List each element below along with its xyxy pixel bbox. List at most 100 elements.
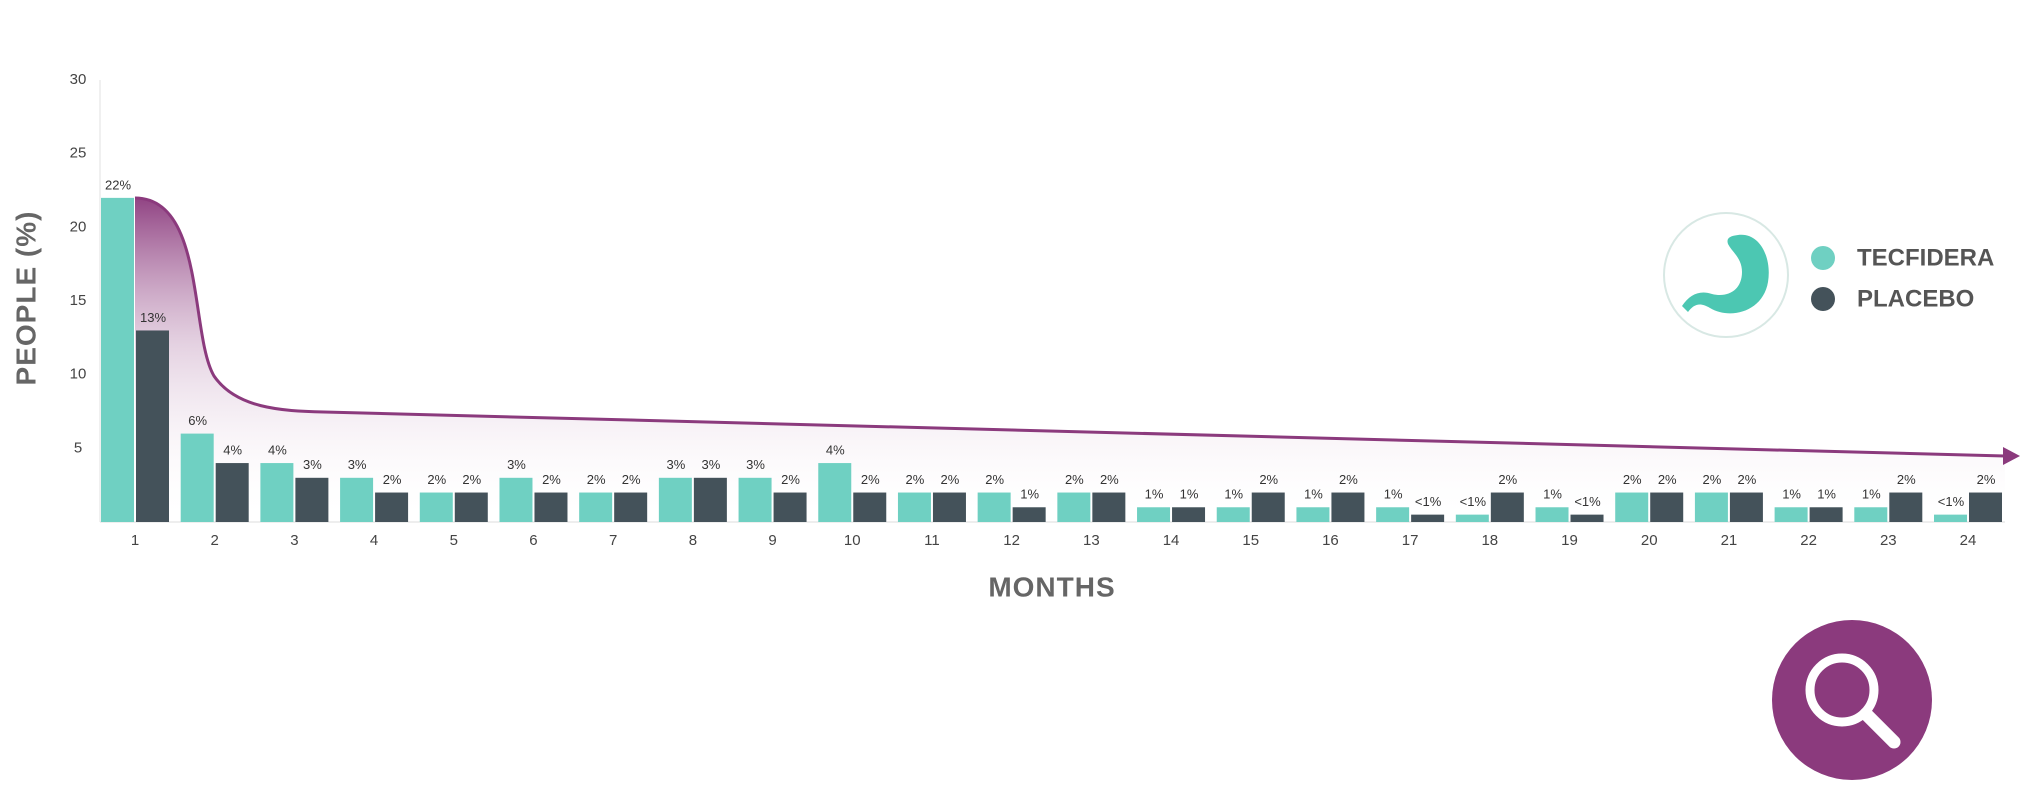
search-button-bg[interactable] <box>1772 620 1932 780</box>
x-tick-label: 1 <box>131 532 139 549</box>
bar <box>1411 514 1445 522</box>
search-icon-handle <box>1859 707 1901 749</box>
bar <box>1455 514 1489 522</box>
x-tick-label: 3 <box>290 532 298 549</box>
bar <box>340 477 374 522</box>
value-label: 1% <box>1782 487 1801 502</box>
bar <box>101 197 134 522</box>
value-label: 2% <box>1738 472 1757 487</box>
bar <box>1251 492 1285 522</box>
bar <box>1490 492 1524 522</box>
value-label: 3% <box>666 457 685 472</box>
legend-swatch <box>1811 246 1835 270</box>
bar <box>1535 507 1569 522</box>
value-label: 2% <box>1703 472 1722 487</box>
value-label: <1% <box>1415 494 1442 509</box>
bar <box>1216 507 1250 522</box>
value-label: <1% <box>1938 494 1965 509</box>
y-tick-label: 30 <box>70 71 87 88</box>
trend-line <box>134 196 2006 458</box>
x-tick-label: 18 <box>1481 532 1498 549</box>
bar <box>818 463 852 522</box>
y-axis-title: PEOPLE (%) <box>10 211 41 386</box>
bar <box>773 492 807 522</box>
bar <box>658 477 692 522</box>
y-tick-label: 25 <box>70 145 87 162</box>
search-icon-lens <box>1805 653 1879 727</box>
value-label: 1% <box>1145 487 1164 502</box>
bar <box>295 477 329 522</box>
trend-area <box>135 198 2005 522</box>
x-tick-label: 15 <box>1242 532 1259 549</box>
value-label: 2% <box>542 472 561 487</box>
x-tick-label: 22 <box>1800 532 1817 549</box>
bar <box>853 492 887 522</box>
value-label: 2% <box>941 472 960 487</box>
bar <box>136 330 169 522</box>
x-tick-label: 12 <box>1003 532 1020 549</box>
x-tick-label: 19 <box>1561 532 1578 549</box>
x-tick-label: 8 <box>689 532 697 549</box>
value-label: 1% <box>1384 487 1403 502</box>
search-button[interactable] <box>1772 620 1932 780</box>
bar <box>1092 492 1126 522</box>
y-tick-label: 15 <box>70 292 87 309</box>
bar <box>215 463 249 522</box>
value-label: 2% <box>1065 472 1084 487</box>
value-label: 3% <box>303 457 322 472</box>
value-label: 2% <box>427 472 446 487</box>
bar <box>375 492 409 522</box>
bar <box>1774 507 1808 522</box>
value-label: 2% <box>1259 472 1278 487</box>
value-label: 1% <box>1304 487 1323 502</box>
value-label: <1% <box>1460 494 1487 509</box>
stomach-icon <box>1682 234 1769 314</box>
value-label: 3% <box>507 457 526 472</box>
bar <box>1694 492 1728 522</box>
bar <box>579 492 613 522</box>
x-tick-label: 14 <box>1163 532 1180 549</box>
bar <box>180 433 214 522</box>
x-tick-label: 10 <box>844 532 861 549</box>
value-label: 2% <box>462 472 481 487</box>
value-label: 2% <box>1100 472 1119 487</box>
value-label: 2% <box>622 472 641 487</box>
value-label: 2% <box>1897 472 1916 487</box>
bar <box>260 463 294 522</box>
bar <box>454 492 488 522</box>
x-tick-label: 20 <box>1641 532 1658 549</box>
bar <box>614 492 648 522</box>
value-label: 1% <box>1224 487 1243 502</box>
value-label: 2% <box>1658 472 1677 487</box>
bar <box>1331 492 1365 522</box>
bar <box>1137 507 1171 522</box>
bar <box>1296 507 1330 522</box>
value-label: 22% <box>105 177 131 192</box>
bar <box>738 477 772 522</box>
bar <box>932 492 966 522</box>
value-label: 1% <box>1543 487 1562 502</box>
y-tick-label: 20 <box>70 218 87 235</box>
value-label: 2% <box>1339 472 1358 487</box>
bar <box>1809 507 1843 522</box>
legend-swatch <box>1811 287 1835 311</box>
bar <box>1376 507 1410 522</box>
x-tick-label: 9 <box>768 532 776 549</box>
x-tick-label: 2 <box>211 532 219 549</box>
value-label: 13% <box>140 310 166 325</box>
x-tick-label: 7 <box>609 532 617 549</box>
value-label: 2% <box>587 472 606 487</box>
legend-label: PLACEBO <box>1857 285 1974 312</box>
bar <box>1615 492 1649 522</box>
x-tick-label: 11 <box>924 532 940 549</box>
value-label: 4% <box>268 443 287 458</box>
x-tick-label: 24 <box>1960 532 1977 549</box>
x-tick-label: 23 <box>1880 532 1897 549</box>
x-tick-label: 13 <box>1083 532 1100 549</box>
x-axis-title: MONTHS <box>988 571 1115 602</box>
bar <box>419 492 453 522</box>
legend-icon-ring <box>1663 212 1789 338</box>
bar <box>693 477 727 522</box>
bar <box>1650 492 1684 522</box>
bar <box>1889 492 1923 522</box>
